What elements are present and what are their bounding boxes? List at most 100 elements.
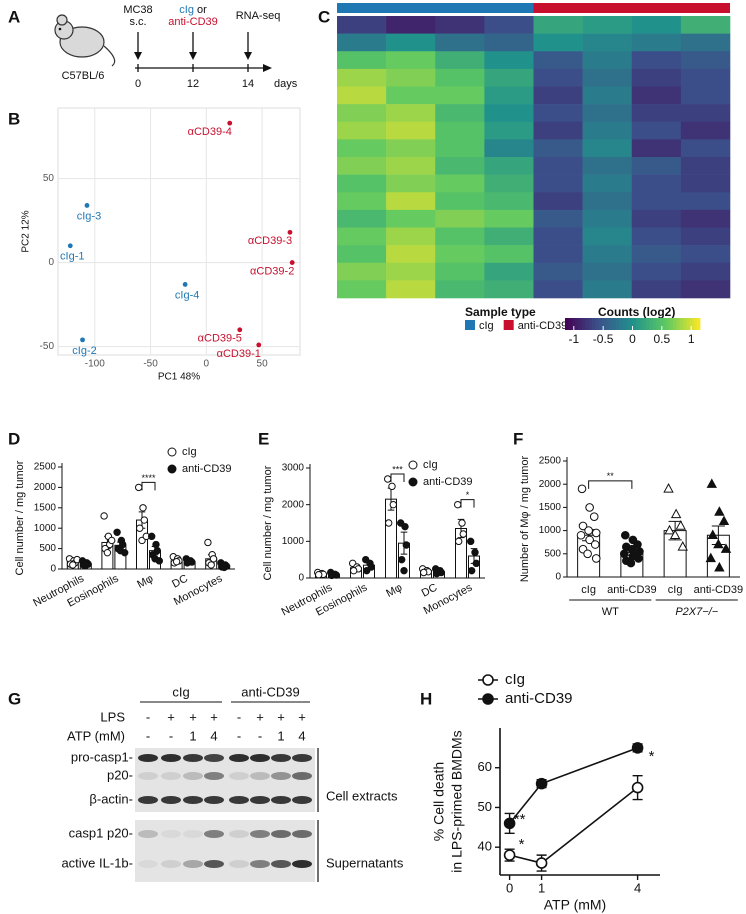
blot-membrane [135,820,315,882]
heatmap-cell [337,16,387,34]
colorbar-segment [578,318,583,330]
heatmap-cell [631,157,682,175]
band [138,830,158,838]
heatmap-cell [680,192,731,211]
colorbar-segment [568,318,573,330]
data-point [207,561,215,569]
data-point [619,549,629,559]
legend-label: anti-CD39 [505,690,573,707]
data-point [631,781,644,794]
heatmap-cell [386,280,436,299]
heatmap-cell [484,209,534,228]
point [80,337,85,343]
mouse-strain: C57BL/6 [62,70,105,82]
heatmap-cell [680,227,731,246]
heatmap-cell [435,280,485,299]
heatmap-cell [533,51,583,70]
data-point [183,559,192,567]
heatmap-cell [337,86,387,105]
data-point [402,541,410,549]
legend-marker [408,477,418,487]
heatmap-cell [631,86,682,105]
heatmap-cell [435,104,485,123]
panel-label: F [513,429,523,448]
heatmap-cell [582,157,633,175]
heatmap-cell [680,157,731,175]
heatmap-cell [386,33,436,52]
y-tick-label: 1000 [282,536,305,547]
data-point [669,529,681,539]
band [138,796,158,804]
data-point [576,530,586,540]
significance-label: * [519,836,525,853]
colorbar-segment [629,318,633,330]
heatmap-cell [435,68,485,87]
band [204,860,224,868]
heatmap-cell [484,174,534,193]
data-point [69,561,77,569]
point [287,229,293,235]
heatmap-cell [337,33,387,52]
section-label: Cell extracts [326,788,398,803]
colorbar-segment [575,318,579,330]
y-tick-label: 500 [544,548,561,559]
condition-label: LPS [100,709,125,724]
heatmap-cell [435,262,485,281]
heatmap-cell [484,104,534,123]
group-header: anti-CD39 [241,684,300,699]
colorbar-segment [565,318,569,330]
y-tick-label: 500 [39,543,56,554]
significance-label: * [649,748,655,765]
data-point [720,543,732,553]
colorbar-segment [619,318,623,330]
data-point [454,500,462,509]
row-label: β-actin- [89,791,133,806]
data-point [584,526,593,535]
y-tick-label: 3000 [282,463,305,474]
day-unit: days [274,78,298,90]
y-tick-label: -50 [40,341,55,352]
data-point [718,515,730,526]
sample-annotation [533,3,730,13]
heatmap-cell [631,104,682,123]
legend-marker [408,460,418,470]
heatmap-cell [680,139,731,158]
colorbar-segment [646,318,650,330]
heatmap-cell [631,33,682,52]
heatmap-cell [435,209,485,228]
heatmap-cell [582,51,633,70]
colorbar-segment [686,318,691,330]
colorbar-segment [625,318,630,330]
data-point [472,559,480,568]
y-tick-label: 40 [478,839,492,854]
band [271,772,291,780]
data-point [626,558,636,568]
point-label: αCD39-4 [188,126,232,138]
data-point [503,849,516,861]
band [204,754,224,762]
colorbar-tick-label: -1 [568,332,579,346]
heatmap-cell [386,121,436,140]
point [84,203,90,208]
heatmap-cell [337,157,387,175]
colorbar-segment [673,318,677,330]
colorbar-segment [585,318,590,330]
data-point [675,520,686,530]
heatmap-cell [337,104,387,123]
data-point [583,549,592,559]
data-point [139,504,147,512]
heatmap-cell [582,86,633,105]
data-point [577,484,587,494]
y-tick-label: 1000 [539,525,562,536]
heatmap-cell [435,192,485,211]
panel-label: C [318,7,330,26]
lane-symbol: 4 [298,728,305,743]
sample-annotation [337,3,534,13]
heatmap-cell [582,121,633,140]
significance-label: ** [607,471,615,481]
data-point [503,817,516,830]
lane-symbol: + [256,709,264,724]
heatmap-cell [631,262,682,281]
band [271,860,291,868]
